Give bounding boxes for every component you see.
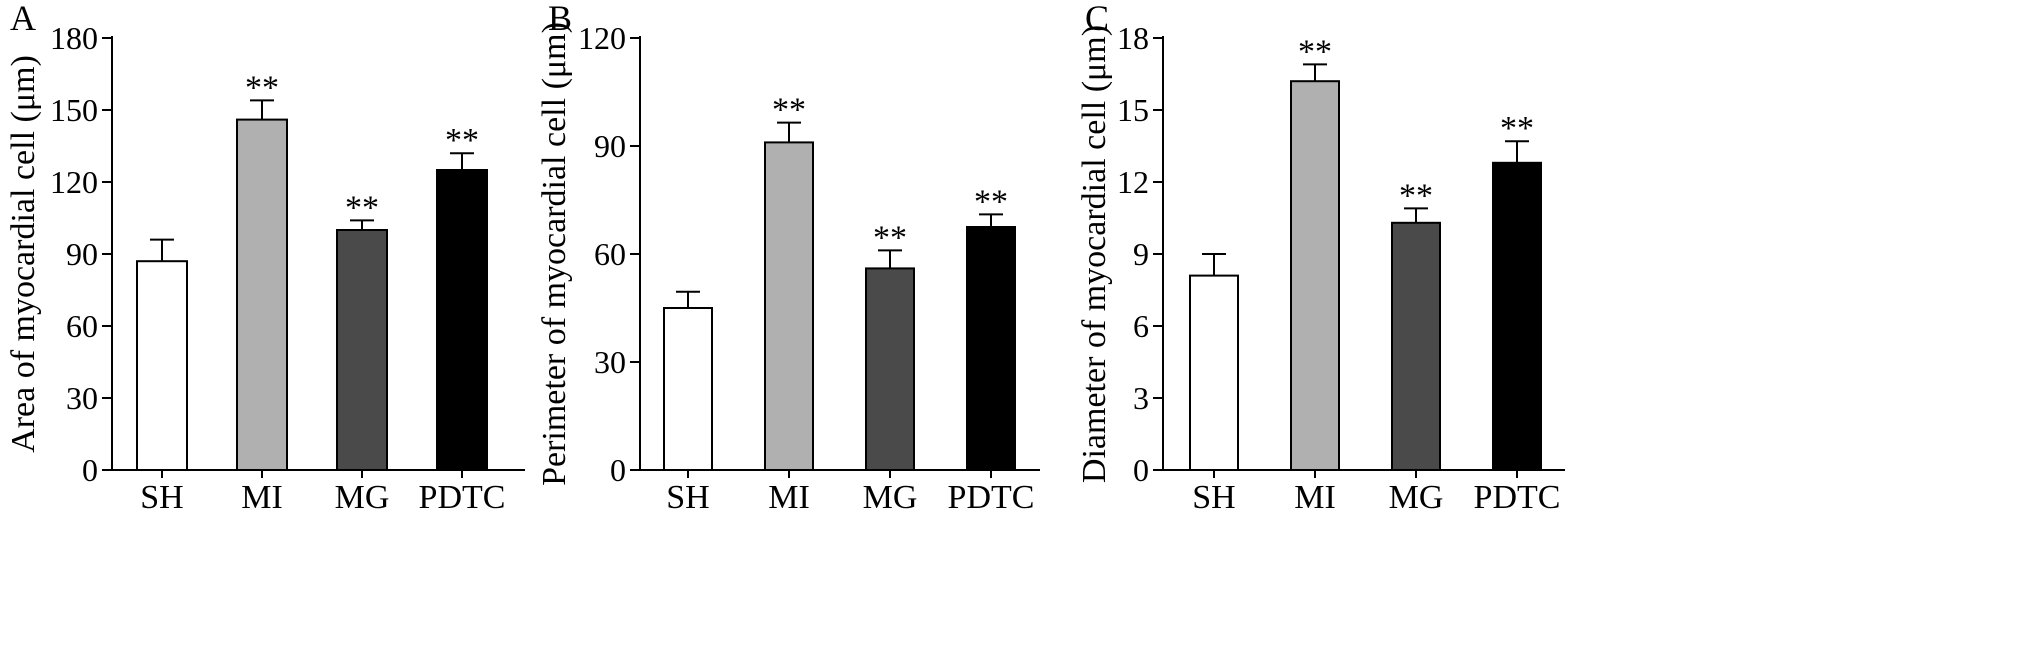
bar-pdtc — [1492, 161, 1542, 472]
x-tick-label: MG — [1389, 479, 1444, 516]
y-tick-label: 3 — [1133, 380, 1149, 416]
bar-sh — [1189, 274, 1239, 471]
y-axis-title: Area of myocardial cell (μm) — [5, 55, 42, 453]
significance-label: ** — [245, 69, 279, 106]
significance-label: ** — [1399, 177, 1433, 214]
y-tick-label: 0 — [1133, 452, 1149, 488]
x-tick-label: MI — [1294, 479, 1336, 516]
bar-sh — [663, 307, 713, 471]
x-tick-label: SH — [1192, 479, 1235, 516]
panel-letter: B — [548, 0, 572, 38]
bar-mi — [764, 141, 814, 471]
y-tick-label: 6 — [1133, 308, 1149, 344]
y-axis-title: Perimeter of myocardial cell (μm) — [536, 22, 573, 486]
bar-mg — [336, 229, 388, 471]
x-tick-label: SH — [666, 479, 709, 516]
x-tick-label: MG — [335, 479, 390, 516]
y-tick-label: 90 — [66, 236, 98, 272]
x-tick-label: PDTC — [419, 479, 506, 516]
y-tick-label: 150 — [50, 92, 98, 128]
significance-label: ** — [873, 219, 907, 256]
bar-pdtc — [436, 169, 488, 471]
y-tick-label: 9 — [1133, 236, 1149, 272]
y-tick-label: 15 — [1117, 92, 1149, 128]
y-tick-label: 90 — [594, 128, 626, 164]
chart-panel-a: A Area of myocardial cell (μm) 0 30 60 90 120 1… — [5, 0, 525, 516]
x-tick-label: MG — [863, 479, 918, 516]
y-tick-label: 0 — [610, 452, 626, 488]
x-tick-label: PDTC — [948, 479, 1035, 516]
significance-label: ** — [974, 183, 1008, 220]
bar-mg — [865, 267, 915, 471]
bar-mi — [1290, 80, 1340, 471]
bar-mg — [1391, 221, 1441, 471]
y-tick-label: 30 — [66, 380, 98, 416]
y-tick-label: 120 — [578, 20, 626, 56]
y-tick-label: 60 — [594, 236, 626, 272]
y-tick-label: 30 — [594, 344, 626, 380]
x-tick-label: PDTC — [1474, 479, 1561, 516]
x-tick-label: SH — [140, 479, 183, 516]
bar-pdtc — [966, 226, 1016, 471]
panel-letter: A — [10, 0, 36, 38]
y-tick-label: 12 — [1117, 164, 1149, 200]
y-tick-label: 180 — [50, 20, 98, 56]
bar-sh — [136, 260, 188, 472]
significance-label: ** — [1500, 110, 1534, 147]
x-tick-label: MI — [241, 479, 283, 516]
panel-letter: C — [1085, 0, 1109, 38]
significance-label: ** — [345, 189, 379, 226]
y-tick-label: 0 — [82, 452, 98, 488]
significance-label: ** — [445, 122, 479, 159]
significance-label: ** — [1298, 33, 1332, 70]
x-tick-label: MI — [768, 479, 810, 516]
y-tick-label: 18 — [1117, 20, 1149, 56]
y-axis-title: Diameter of myocardial cell (μm) — [1076, 25, 1113, 483]
y-tick-label: 60 — [66, 308, 98, 344]
bar-mi — [236, 118, 288, 471]
significance-label: ** — [772, 92, 806, 129]
y-tick-label: 120 — [50, 164, 98, 200]
